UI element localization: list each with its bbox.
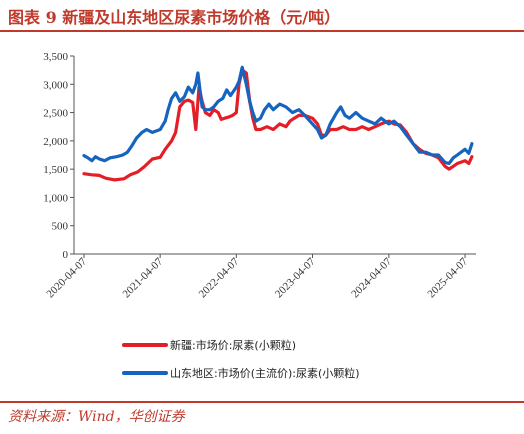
legend-label: 新疆:市场价:尿素(小颗粒)	[170, 338, 296, 352]
title-rule	[0, 30, 524, 32]
chart-axes: 0 500 1,000 1,500 2,000 2,500 3,000 3,500 2020-0…	[43, 51, 476, 300]
y-tick-label: 2,500	[43, 108, 68, 120]
chart-title: 图表 9 新疆及山东地区尿素市场价格（元/吨）	[8, 8, 341, 27]
legend-label: 山东地区:市场价(主流价):尿素(小颗粒)	[170, 366, 360, 380]
x-tick-label: 2022-04-07	[197, 255, 242, 300]
xinjiang-price-line	[82, 68, 474, 182]
shandong-price-line	[82, 65, 474, 166]
y-tick-label: 3,000	[43, 79, 68, 91]
legend-item-shandong: 山东地区:市场价(主流价):尿素(小颗粒)	[122, 366, 360, 380]
legend-item-xinjiang: 新疆:市场价:尿素(小颗粒)	[122, 338, 296, 352]
y-tick-label: 1,000	[43, 192, 68, 204]
x-tick-label: 2020-04-07	[44, 255, 89, 300]
y-tick-label: 2,000	[43, 136, 68, 148]
series-layer	[82, 65, 474, 182]
x-tick-label: 2024-04-07	[349, 255, 394, 300]
x-tick-label: 2021-04-07	[121, 255, 166, 300]
source-rule	[0, 401, 524, 403]
line-chart: 0 500 1,000 1,500 2,000 2,500 3,000 3,500 2020-0…	[43, 51, 476, 380]
x-tick-label: 2023-04-07	[273, 255, 318, 300]
source-note: 资料来源：Wind，华创证券	[8, 409, 185, 425]
y-tick-label: 3,500	[43, 51, 68, 63]
chart-legend: 新疆:市场价:尿素(小颗粒) 山东地区:市场价(主流价):尿素(小颗粒)	[122, 338, 360, 380]
y-tick-label: 1,500	[43, 164, 68, 176]
y-tick-label: 500	[52, 221, 69, 233]
y-tick-label: 0	[63, 249, 69, 261]
x-tick-label: 2025-04-07	[425, 255, 470, 300]
